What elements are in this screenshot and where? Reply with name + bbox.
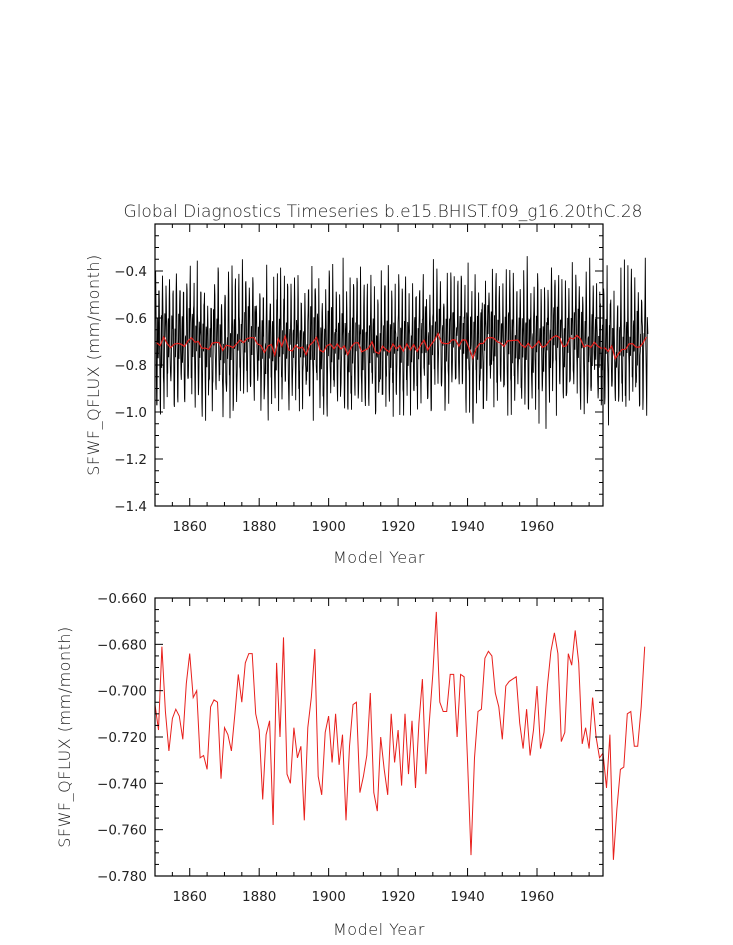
bottom-panel: 1860 1880 1900 1920 1940 1960 −0.660−0.680−0.… <box>55 591 646 939</box>
top-x-tick-label: 1880 <box>242 519 276 535</box>
top-series-monthly-line <box>154 256 649 429</box>
top-y-axis-label: SFWF_QFLUX (mm/month) <box>84 254 103 476</box>
bottom-y-axis: −0.660 −0.680 −0.700 −0.720 −0.740 −0.760 −0.7… <box>97 591 603 885</box>
bottom-y-tick-label: −0.720 <box>97 730 147 746</box>
bottom-x-axis-label: Model Year <box>333 920 425 939</box>
top-y-axis: −0.4 −0.6 −0.8 −1.0 −1.2 −1.4 <box>114 235 603 515</box>
top-x-tick-label: 1860 <box>173 519 207 535</box>
top-series-annual-mean-line <box>156 332 647 361</box>
top-x-tick-label: 1940 <box>450 519 484 535</box>
top-x-tick-label: 1900 <box>311 519 345 535</box>
bottom-y-tick-label: −0.740 <box>97 776 147 792</box>
top-y-tick-label: −1.2 <box>114 452 147 468</box>
top-x-tick-label: 1920 <box>381 519 415 535</box>
bottom-x-tick-label: 1860 <box>173 889 207 905</box>
top-y-tick-label: −0.4 <box>114 264 147 280</box>
top-plot-area <box>154 256 649 429</box>
bottom-x-tick-label: 1880 <box>242 889 276 905</box>
bottom-y-tick-label: −0.660 <box>97 591 147 607</box>
top-y-tick-label: −1.4 <box>114 499 147 515</box>
bottom-x-axis: 1860 1880 1900 1920 1940 1960 <box>154 598 590 905</box>
top-chart-title: Global Diagnostics Timeseries b.e15.BHIS… <box>124 202 643 222</box>
bottom-y-tick-label: −0.760 <box>97 823 147 839</box>
bottom-y-tick-label: −0.680 <box>97 637 147 653</box>
bottom-x-tick-label: 1920 <box>381 889 415 905</box>
bottom-y-axis-label: SFWF_QFLUX (mm/month) <box>55 626 74 848</box>
top-y-tick-label: −1.0 <box>114 405 147 421</box>
bottom-y-tick-label: −0.700 <box>97 684 147 700</box>
top-y-tick-label: −0.6 <box>114 311 147 327</box>
top-x-tick-label: 1960 <box>520 519 554 535</box>
bottom-x-tick-label: 1900 <box>311 889 345 905</box>
top-y-tick-label: −0.8 <box>114 358 147 374</box>
bottom-plot-area <box>154 611 646 860</box>
bottom-x-tick-label: 1960 <box>520 889 554 905</box>
bottom-series-annual-mean-line <box>154 611 646 860</box>
bottom-plot-frame <box>154 597 604 877</box>
top-x-axis: 1860 1880 1900 1920 1940 1960 <box>154 224 590 535</box>
top-panel: Global Diagnostics Timeseries b.e15.BHIS… <box>84 202 649 567</box>
top-x-axis-label: Model Year <box>333 548 425 567</box>
bottom-y-tick-label: −0.780 <box>97 869 147 885</box>
bottom-x-tick-label: 1940 <box>450 889 484 905</box>
